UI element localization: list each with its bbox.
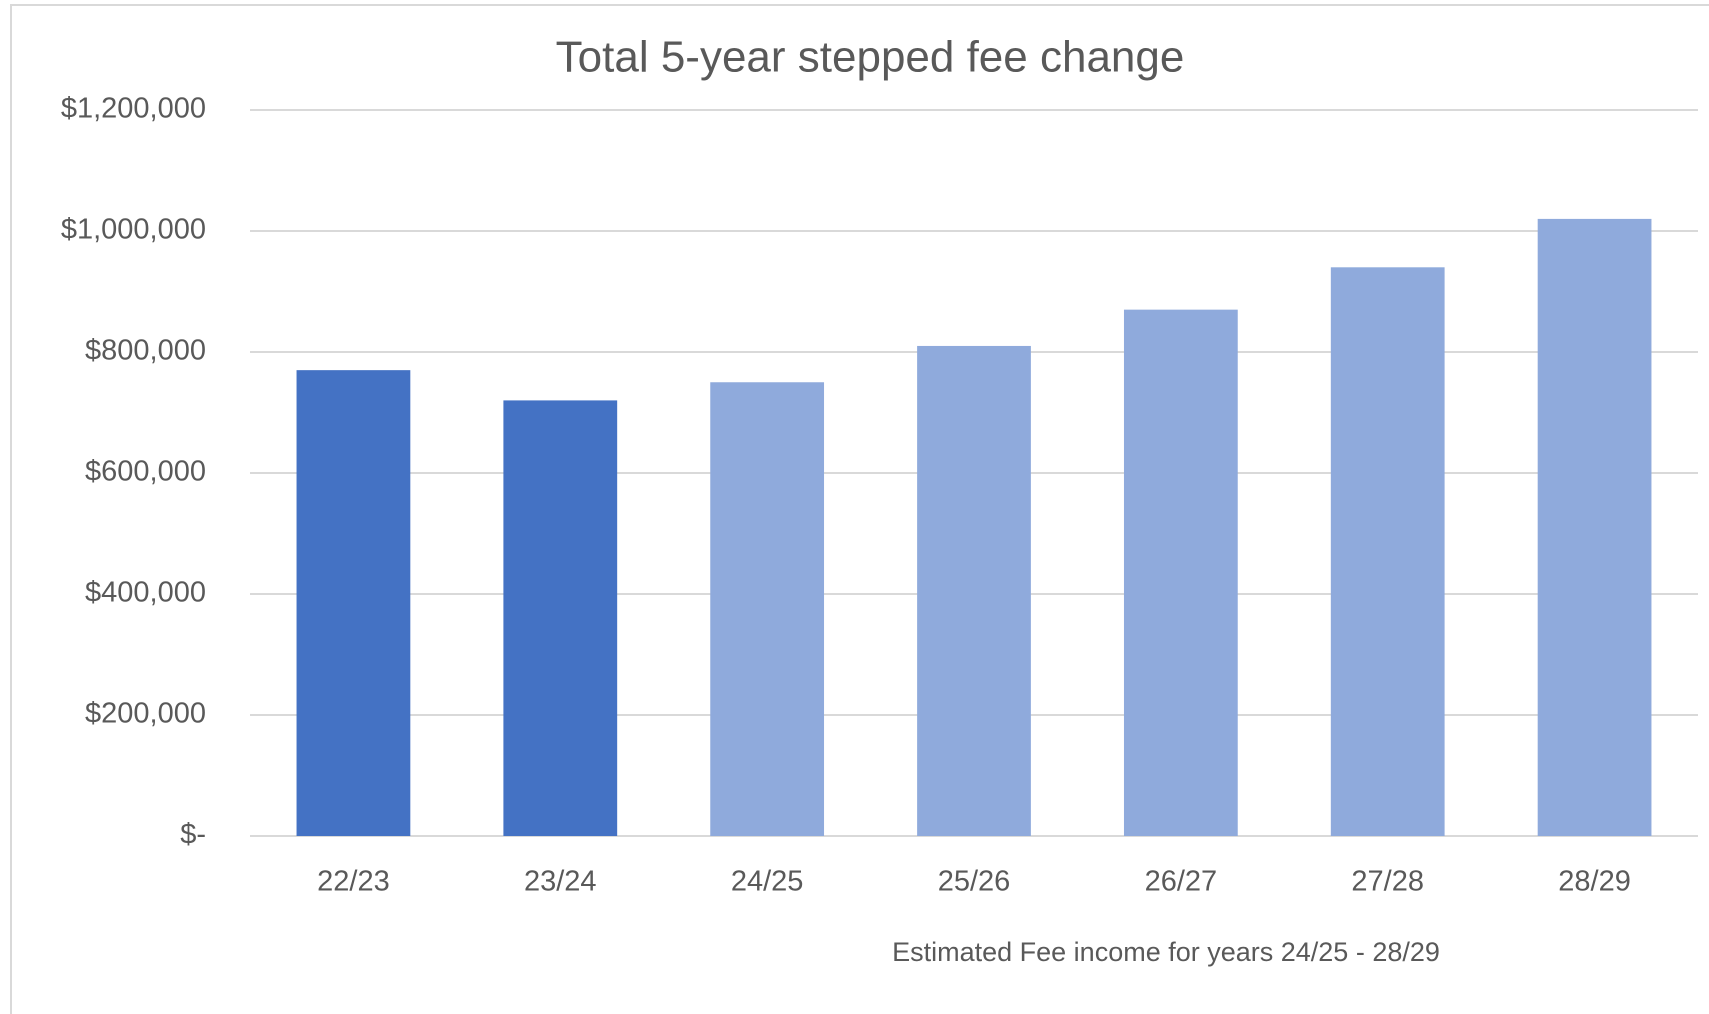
y-tick-label: $1,200,000 xyxy=(61,93,206,125)
x-tick-label: 22/23 xyxy=(317,866,390,898)
x-tick-label: 25/26 xyxy=(938,866,1011,898)
chart-border xyxy=(10,4,1709,1014)
bar xyxy=(1330,267,1445,836)
x-tick-label: 23/24 xyxy=(524,866,597,898)
chart-title: Total 5-year stepped fee change xyxy=(556,33,1185,82)
y-tick-label: $600,000 xyxy=(85,456,206,488)
y-tick-label: $800,000 xyxy=(85,335,206,367)
bar xyxy=(917,345,1031,836)
y-tick-label: $200,000 xyxy=(85,698,206,730)
bar xyxy=(503,400,618,836)
x-tick-label: 24/25 xyxy=(731,866,804,898)
x-tick-label: 27/28 xyxy=(1351,866,1424,898)
y-tick-label: $1,000,000 xyxy=(61,214,206,246)
annotation: Estimated Fee income for years 24/25 - 2… xyxy=(892,937,1440,967)
y-tick-label: $400,000 xyxy=(85,577,206,609)
y-tick-label: $- xyxy=(180,819,206,851)
bar xyxy=(1123,309,1238,836)
x-tick-label: 26/27 xyxy=(1145,866,1218,898)
bar xyxy=(296,370,411,836)
bar xyxy=(710,382,825,836)
x-tick-label: 28/29 xyxy=(1558,866,1631,898)
bar xyxy=(1537,218,1652,836)
